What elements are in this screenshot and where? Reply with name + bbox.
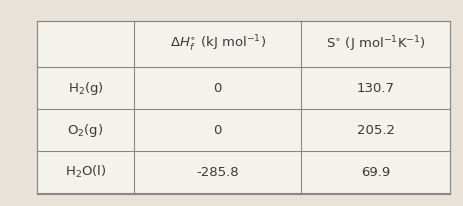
Text: S$^{\circ}$ (J mol$^{-1}$K$^{-1}$): S$^{\circ}$ (J mol$^{-1}$K$^{-1}$) <box>325 34 425 54</box>
Text: H$_2$O(l): H$_2$O(l) <box>65 164 106 180</box>
Text: 0: 0 <box>213 124 221 137</box>
Bar <box>37 21 449 194</box>
Text: 69.9: 69.9 <box>360 166 389 179</box>
Text: 0: 0 <box>213 82 221 95</box>
Text: $\Delta H_f^{\circ}$ (kJ mol$^{-1}$): $\Delta H_f^{\circ}$ (kJ mol$^{-1}$) <box>169 34 265 54</box>
Text: 205.2: 205.2 <box>356 124 394 137</box>
Text: H$_2$(g): H$_2$(g) <box>68 80 103 97</box>
Text: -285.8: -285.8 <box>196 166 238 179</box>
Text: 130.7: 130.7 <box>356 82 394 95</box>
Text: O$_2$(g): O$_2$(g) <box>67 122 104 139</box>
